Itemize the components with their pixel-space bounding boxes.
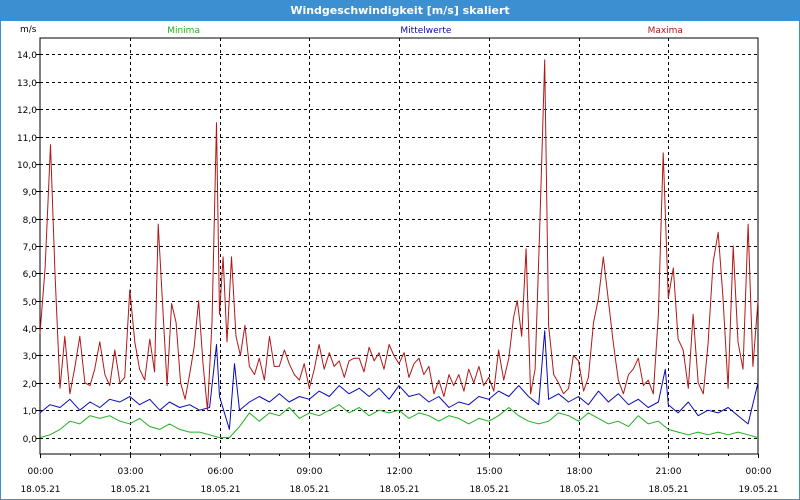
y-tick-label: 7,0 [23, 243, 38, 253]
y-tick-label: 0,0 [23, 435, 38, 445]
x-tick-date-label: 18.05.21 [200, 485, 240, 495]
x-tick-time-label: 15:00 [477, 467, 503, 477]
x-tick-time-label: 00:00 [28, 467, 54, 477]
y-tick-label: 3,0 [23, 352, 38, 362]
x-tick-time-label: 12:00 [387, 467, 413, 477]
y-tick-label: 11,0 [17, 134, 37, 144]
x-tick-time-label: 18:00 [567, 467, 593, 477]
x-tick-date-label: 18.05.21 [110, 485, 150, 495]
x-tick-time-label: 21:00 [656, 467, 682, 477]
y-tick-label: 13,0 [17, 79, 37, 89]
plot-area [39, 37, 759, 455]
x-tick-date-label: 18.05.21 [289, 485, 329, 495]
x-tick-date-label: 18.05.21 [20, 485, 60, 495]
x-tick-time-label: 00:00 [746, 467, 772, 477]
x-tick-date-label: 19.05.21 [738, 485, 778, 495]
y-tick-label: 9,0 [23, 188, 38, 198]
window-title: Windgeschwindigkeit [m/s] skaliert [1, 1, 799, 21]
x-tick-date-label: 18.05.21 [648, 485, 688, 495]
y-tick-label: 5,0 [23, 298, 38, 308]
x-tick-time-label: 09:00 [297, 467, 323, 477]
y-tick-label: 4,0 [23, 325, 38, 335]
y-tick-label: 10,0 [17, 161, 37, 171]
legend-minima: Minima [167, 26, 200, 36]
legend-mittelwerte: Mittelwerte [400, 26, 451, 36]
x-tick-date-label: 18.05.21 [379, 485, 419, 495]
series-line-maxima [39, 59, 759, 411]
y-tick-label: 6,0 [23, 270, 38, 280]
legend-maxima: Maxima [648, 26, 683, 36]
y-axis-label: m/s [20, 25, 37, 35]
series-line-minima [39, 404, 759, 439]
x-tick-time-label: 03:00 [118, 467, 144, 477]
series-line-mittelwerte [39, 330, 759, 430]
y-tick-label: 2,0 [23, 380, 38, 390]
y-tick-label: 14,0 [17, 51, 37, 61]
y-tick-label: 8,0 [23, 216, 38, 226]
x-tick-time-label: 06:00 [208, 467, 234, 477]
y-tick-label: 12,0 [17, 106, 37, 116]
y-tick-label: 1,0 [23, 407, 38, 417]
x-tick-date-label: 18.05.21 [469, 485, 509, 495]
x-tick-date-label: 18.05.21 [559, 485, 599, 495]
wind-speed-chart: 0,0 1,0 2,0 3,0 4,0 5,0 6,0 7,0 8,0 9,0 10,0 11,0 12… [17, 25, 779, 495]
